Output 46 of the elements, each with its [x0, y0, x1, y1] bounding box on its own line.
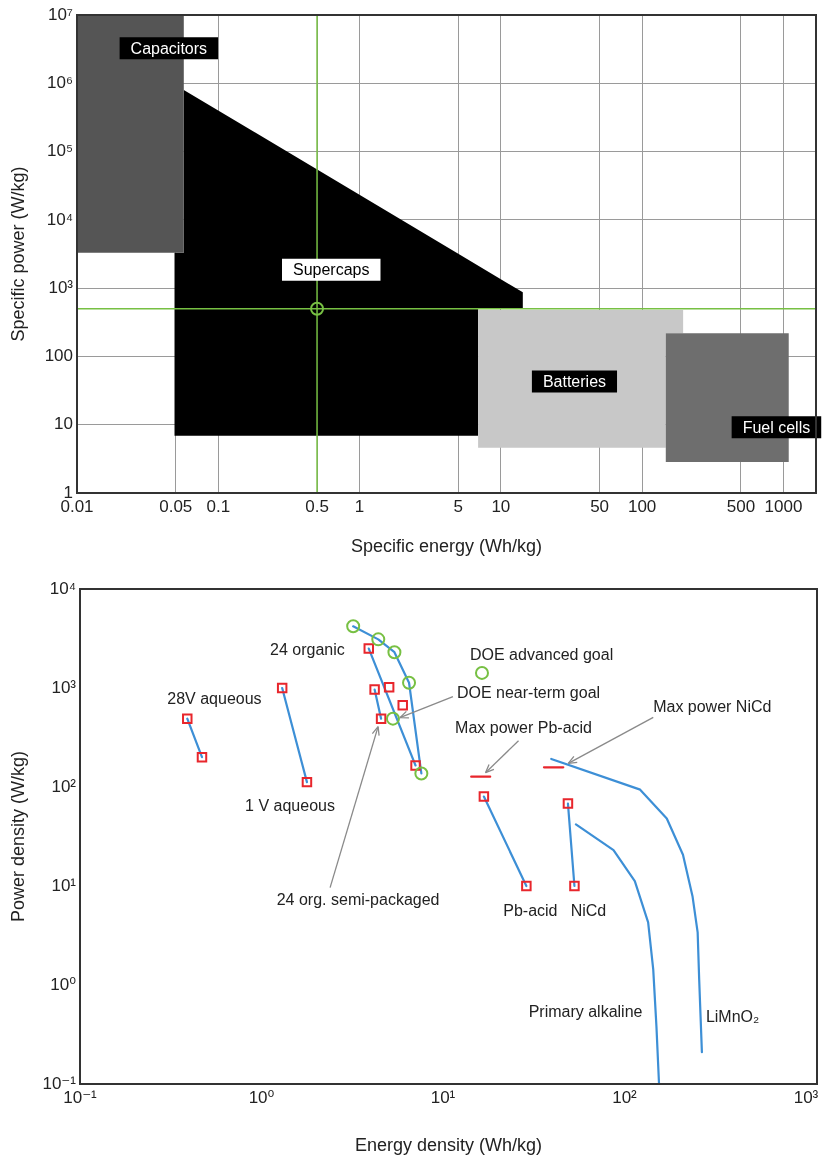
annotation: Max power Pb-acid: [455, 719, 593, 737]
x-axis-title: Specific energy (Wh/kg): [350, 536, 543, 557]
x-tick-label: 0.05: [159, 496, 193, 516]
x-tick-label: 1000: [764, 496, 803, 516]
series-label: Fuel cells: [742, 418, 811, 436]
x-tick-label: 500: [726, 496, 756, 516]
annotation: Pb-acid: [503, 902, 558, 920]
annotation: Primary alkaline: [528, 1003, 643, 1021]
y-tick-label: 10: [54, 414, 73, 434]
y-tick-label: 10³: [48, 277, 74, 297]
y-tick-label: 10³: [51, 677, 77, 697]
y-tick-label: 10⁴: [46, 209, 73, 229]
y-tick-label: 10²: [51, 776, 77, 796]
y-axis-title: Power density (W/kg): [7, 750, 28, 923]
series-label: Capacitors: [130, 39, 208, 57]
annotation: 28V aqueous: [167, 690, 262, 708]
x-tick-label: 10¹: [430, 1087, 456, 1107]
annotation: DOE advanced goal: [469, 646, 614, 664]
y-tick-label: 10¹: [51, 875, 77, 895]
x-tick-label: 1: [354, 496, 365, 516]
y-axis-title: Specific power (W/kg): [7, 166, 28, 342]
y-tick-label: 10⁴: [49, 578, 76, 598]
x-tick-label: 10: [491, 496, 511, 516]
y-tick-label: 10⁵: [47, 141, 73, 161]
annotation: NiCd: [570, 902, 607, 920]
x-tick-label: 10³: [793, 1087, 819, 1107]
annotation: LiMnO₂: [705, 1007, 760, 1025]
x-tick-label: 5: [453, 496, 464, 516]
y-tick-label: 10⁶: [47, 72, 73, 92]
annotation: 24 organic: [270, 641, 345, 659]
x-tick-label: 100: [627, 496, 657, 516]
series-label: Supercaps: [293, 261, 370, 279]
annotation: DOE near-term goal: [456, 684, 601, 702]
x-tick-label: 50: [590, 496, 610, 516]
y-tick-label: 10⁰: [50, 974, 77, 994]
y-tick-label: 10⁷: [47, 4, 73, 24]
series-label: Batteries: [542, 372, 607, 390]
x-axis-title: Energy density (Wh/kg): [354, 1135, 543, 1156]
x-tick-label: 0.5: [305, 496, 329, 516]
annotation: 1 V aqueous: [245, 796, 335, 814]
annotation: Max power NiCd: [653, 697, 772, 715]
y-tick-label: 100: [44, 346, 73, 366]
x-tick-label: 0.1: [206, 496, 231, 516]
x-tick-label: 10²: [612, 1087, 638, 1107]
x-tick-label: 10⁰: [248, 1087, 275, 1107]
annotation: 24 org. semi-packaged: [276, 891, 440, 909]
